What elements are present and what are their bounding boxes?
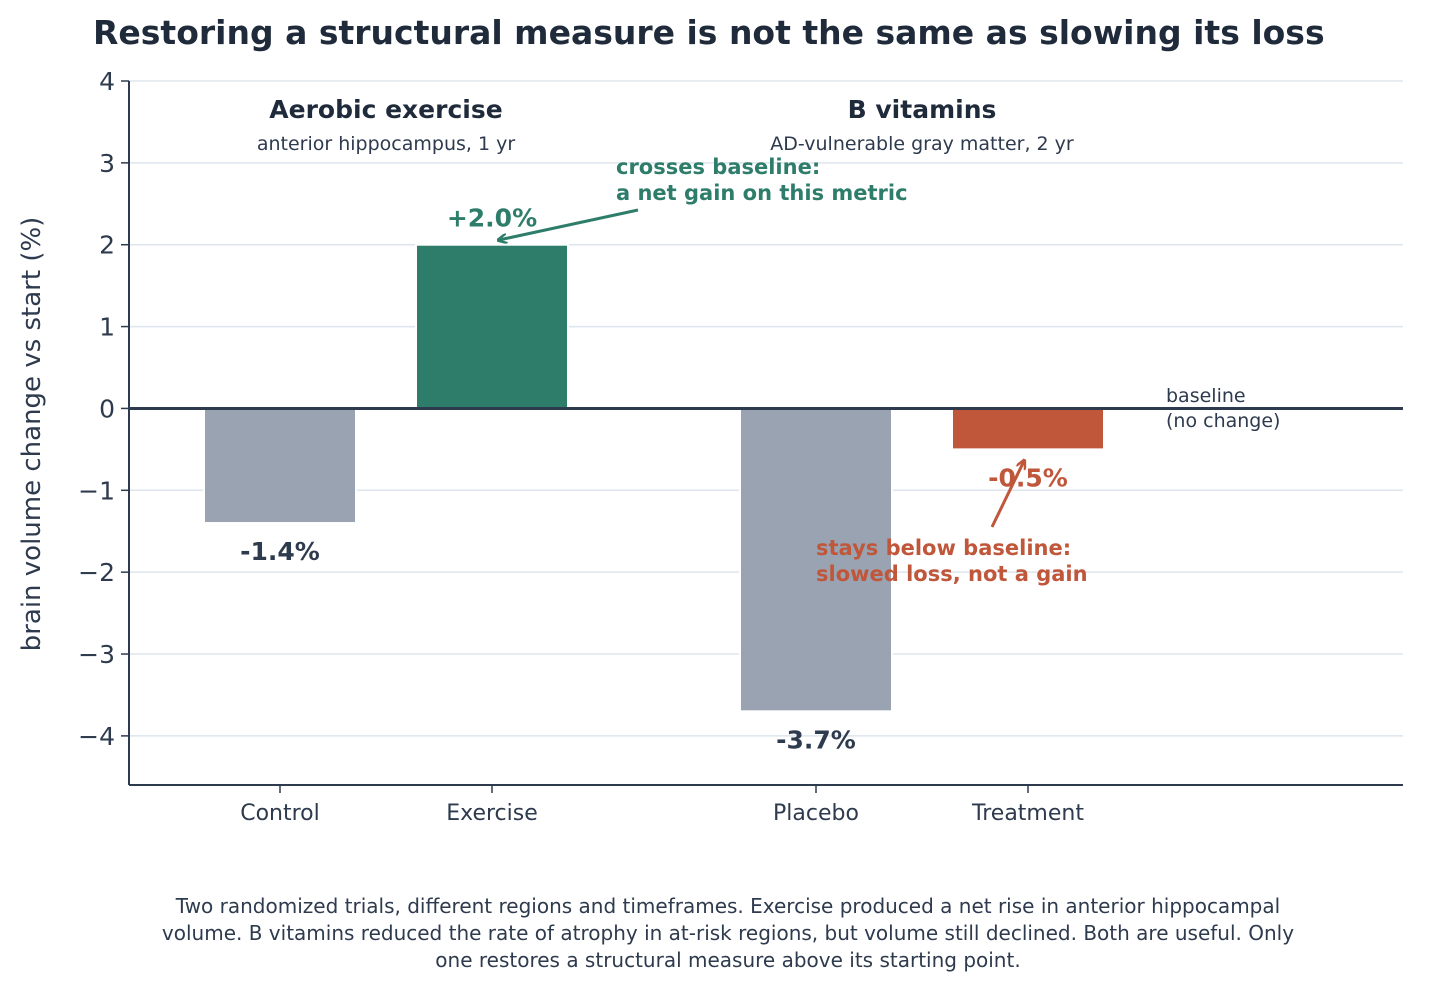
y-tick-label: 2 — [99, 231, 115, 260]
bars — [203, 243, 1105, 713]
value-label: +2.0% — [447, 204, 537, 233]
annotation-text: stays below baseline: — [816, 536, 1071, 560]
chart-labels: -1.4% +2.0% -3.7% -0.5% Aerobic exercise ante… — [240, 95, 1280, 754]
group-title: B vitamins — [848, 95, 997, 124]
y-tick-label: −3 — [78, 640, 115, 669]
y-tick-label: 1 — [99, 313, 115, 342]
y-tick-label: −2 — [78, 558, 115, 587]
caption-line: Two randomized trials, different regions… — [175, 894, 1281, 918]
figure-caption: Two randomized trials, different regions… — [0, 893, 1456, 974]
x-tick-label: Control — [240, 801, 320, 826]
caption-line: one restores a structural measure above … — [435, 948, 1021, 972]
y-tick-label: −1 — [78, 476, 115, 505]
annotation-arrow — [990, 461, 1024, 528]
group-subtitle: anterior hippocampus, 1 yr — [257, 133, 516, 155]
baseline-note: baseline — [1166, 385, 1246, 407]
annotation-text: a net gain on this metric — [616, 181, 908, 205]
chart-title: Restoring a structural measure is not th… — [93, 13, 1325, 52]
group-title: Aerobic exercise — [269, 95, 502, 124]
x-tick-label: Exercise — [446, 801, 538, 826]
x-tick-label: Placebo — [773, 801, 859, 826]
annotation-text: crosses baseline: — [616, 155, 820, 179]
y-tick-label: −4 — [78, 722, 115, 751]
bar-treatment — [951, 407, 1105, 451]
bar-placebo — [739, 407, 893, 713]
baseline-note: (no change) — [1166, 410, 1280, 432]
x-tick-label: Treatment — [971, 801, 1084, 826]
group-subtitle: AD-vulnerable gray matter, 2 yr — [770, 133, 1074, 155]
value-label: -0.5% — [988, 463, 1068, 492]
y-tick-label: 4 — [99, 67, 115, 96]
y-axis-label: brain volume change vs start (%) — [17, 217, 47, 652]
y-tick-label: 0 — [99, 394, 115, 423]
y-tick-label: 3 — [99, 149, 115, 178]
axes: 4 3 2 1 0 −1 −2 −3 −4 Control Exercise Placebo Treat… — [78, 67, 1403, 826]
bar-exercise — [415, 243, 569, 410]
value-label: -1.4% — [240, 537, 320, 566]
caption-line: volume. B vitamins reduced the rate of a… — [161, 921, 1295, 945]
annotation-arrow — [499, 208, 639, 240]
bar-control — [203, 407, 357, 525]
value-label: -3.7% — [776, 725, 856, 754]
annotation-text: slowed loss, not a gain — [816, 562, 1088, 586]
